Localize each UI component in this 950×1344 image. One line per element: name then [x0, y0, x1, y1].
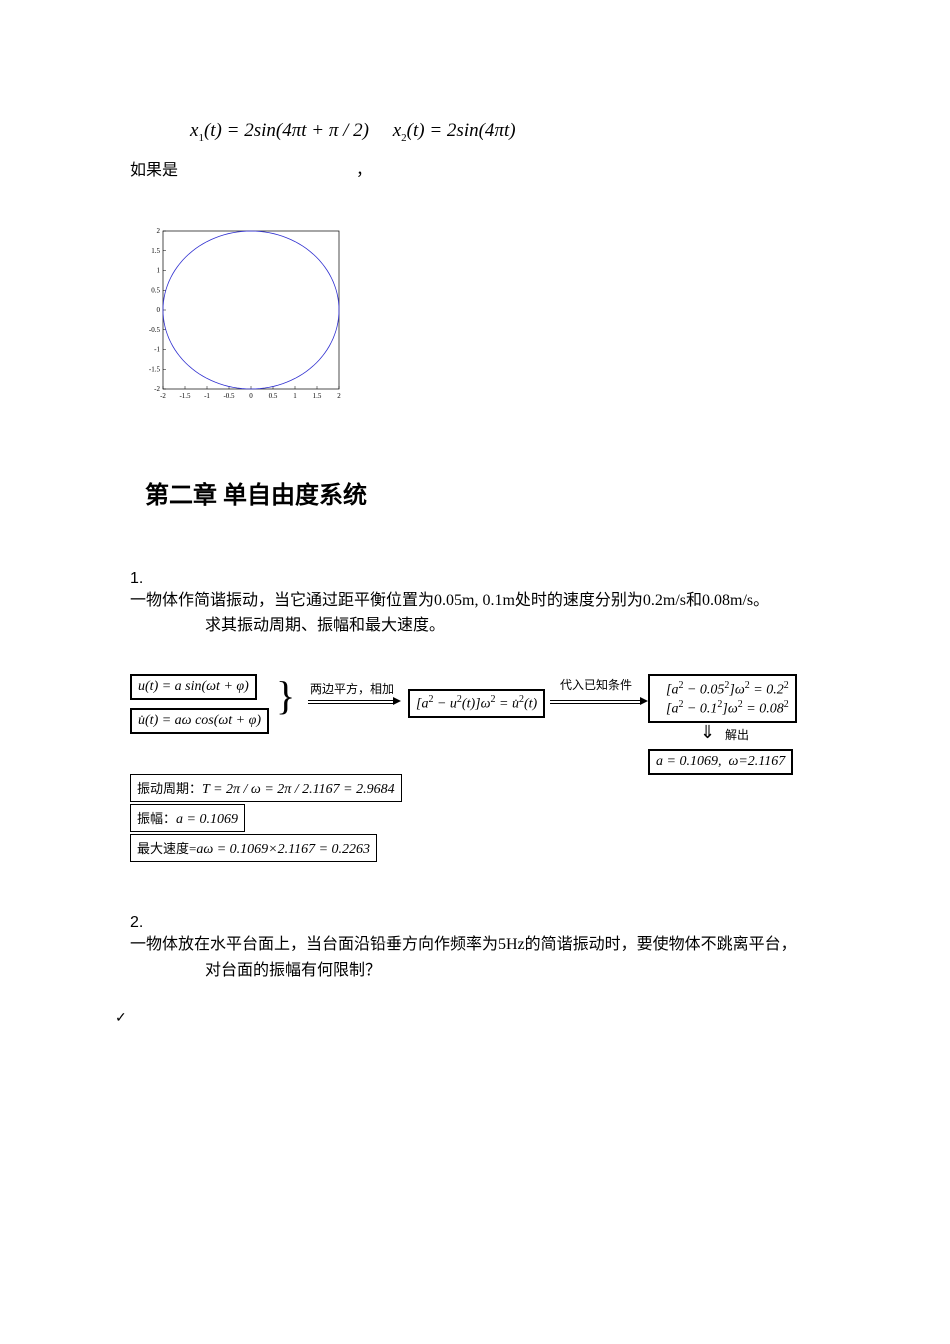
svg-text:0.5: 0.5: [269, 392, 278, 400]
arrow-1-line: [308, 700, 393, 701]
svg-text:1.5: 1.5: [313, 392, 322, 400]
svg-text:-1.5: -1.5: [149, 365, 161, 373]
prefix-text: 如果是 ，: [130, 156, 830, 180]
arrow-2-line: [550, 700, 640, 701]
box-amplitude: 振幅：a = 0.1069: [130, 804, 245, 832]
svg-text:0: 0: [249, 392, 253, 400]
box-period: 振动周期：T = 2π / ω = 2π / 2.1167 = 2.9684: [130, 774, 402, 802]
svg-text:-1.5: -1.5: [179, 392, 191, 400]
svg-text:1: 1: [157, 266, 161, 274]
box-result: a = 0.1069, ω=2.1167: [648, 749, 793, 775]
problem-2-line1: 一物体放在水平台面上，当台面沿铅垂方向作频率为5Hz的简谐振动时，要使物体不跳离…: [130, 932, 830, 958]
anno-square-add: 两边平方，相加: [310, 680, 394, 697]
problem-1-line2: 求其振动周期、振幅和最大速度。: [205, 613, 830, 639]
box-sys: [a2 − 0.052]ω2 = 0.22 [a2 − 0.12]ω2 = 0.…: [648, 674, 797, 723]
eq-x2: x2(t) = 2sin(4πt): [393, 120, 516, 141]
svg-text:2: 2: [337, 392, 341, 400]
box-u: u(t) = a sin(ωt + φ): [130, 674, 257, 700]
box-udot: u̇(t) = aω cos(ωt + φ): [130, 708, 269, 734]
svg-text:-0.5: -0.5: [149, 326, 161, 334]
anno-substitute: 代入已知条件: [560, 676, 632, 693]
svg-text:1: 1: [293, 392, 297, 400]
chapter-title: 第二章 单自由度系统: [145, 475, 830, 510]
svg-text:-0.5: -0.5: [223, 392, 235, 400]
arrow-1-line2: [308, 703, 393, 704]
svg-text:-1: -1: [204, 392, 210, 400]
arrow-2-line2: [550, 703, 640, 704]
eq-x1: x1(t) = 2sin(4πt + π / 2): [190, 120, 369, 141]
arrow-1-head: [393, 697, 401, 705]
svg-text:2: 2: [157, 227, 161, 235]
prefix-cn: 如果是: [130, 162, 178, 179]
svg-text:0.5: 0.5: [151, 286, 160, 294]
box-mid: [a2 − u2(t)]ω2 = u̇2(t): [408, 689, 545, 718]
check-icon: ✓: [115, 1010, 127, 1027]
solution-flowchart: u(t) = a sin(ωt + φ) u̇(t) = aω cos(ωt +…: [130, 674, 830, 884]
problem-2-line2: 对台面的振幅有何限制？: [205, 958, 830, 984]
problem-2-number: 2.: [130, 914, 830, 932]
anno-solve: 解出: [725, 726, 749, 743]
svg-text:0: 0: [157, 306, 161, 314]
down-arrow-icon: ⇓: [700, 722, 715, 743]
svg-text:-1: -1: [154, 345, 160, 353]
box-maxvel: 最大速度=aω = 0.1069×2.1167 = 0.2263: [130, 834, 377, 862]
top-equations: x1(t) = 2sin(4πt + π / 2) x2(t) = 2sin(4…: [190, 120, 830, 144]
arrow-2-head: [640, 697, 648, 705]
svg-text:1.5: 1.5: [151, 247, 160, 255]
svg-text:-2: -2: [160, 392, 166, 400]
comma: ，: [356, 162, 372, 179]
problem-1-line1: 一物体作简谐振动，当它通过距平衡位置为0.05m, 0.1m处时的速度分别为0.…: [130, 588, 830, 614]
brace-left: }: [276, 672, 295, 719]
circle-plot: -2 -1.5 -1 -0.5 0 0.5 1 1.5 2 -2 -1.5 -1 -0.5 0 0.5 1 1.…: [135, 225, 830, 410]
svg-text:-2: -2: [154, 385, 160, 393]
problem-1-number: 1.: [130, 570, 830, 588]
